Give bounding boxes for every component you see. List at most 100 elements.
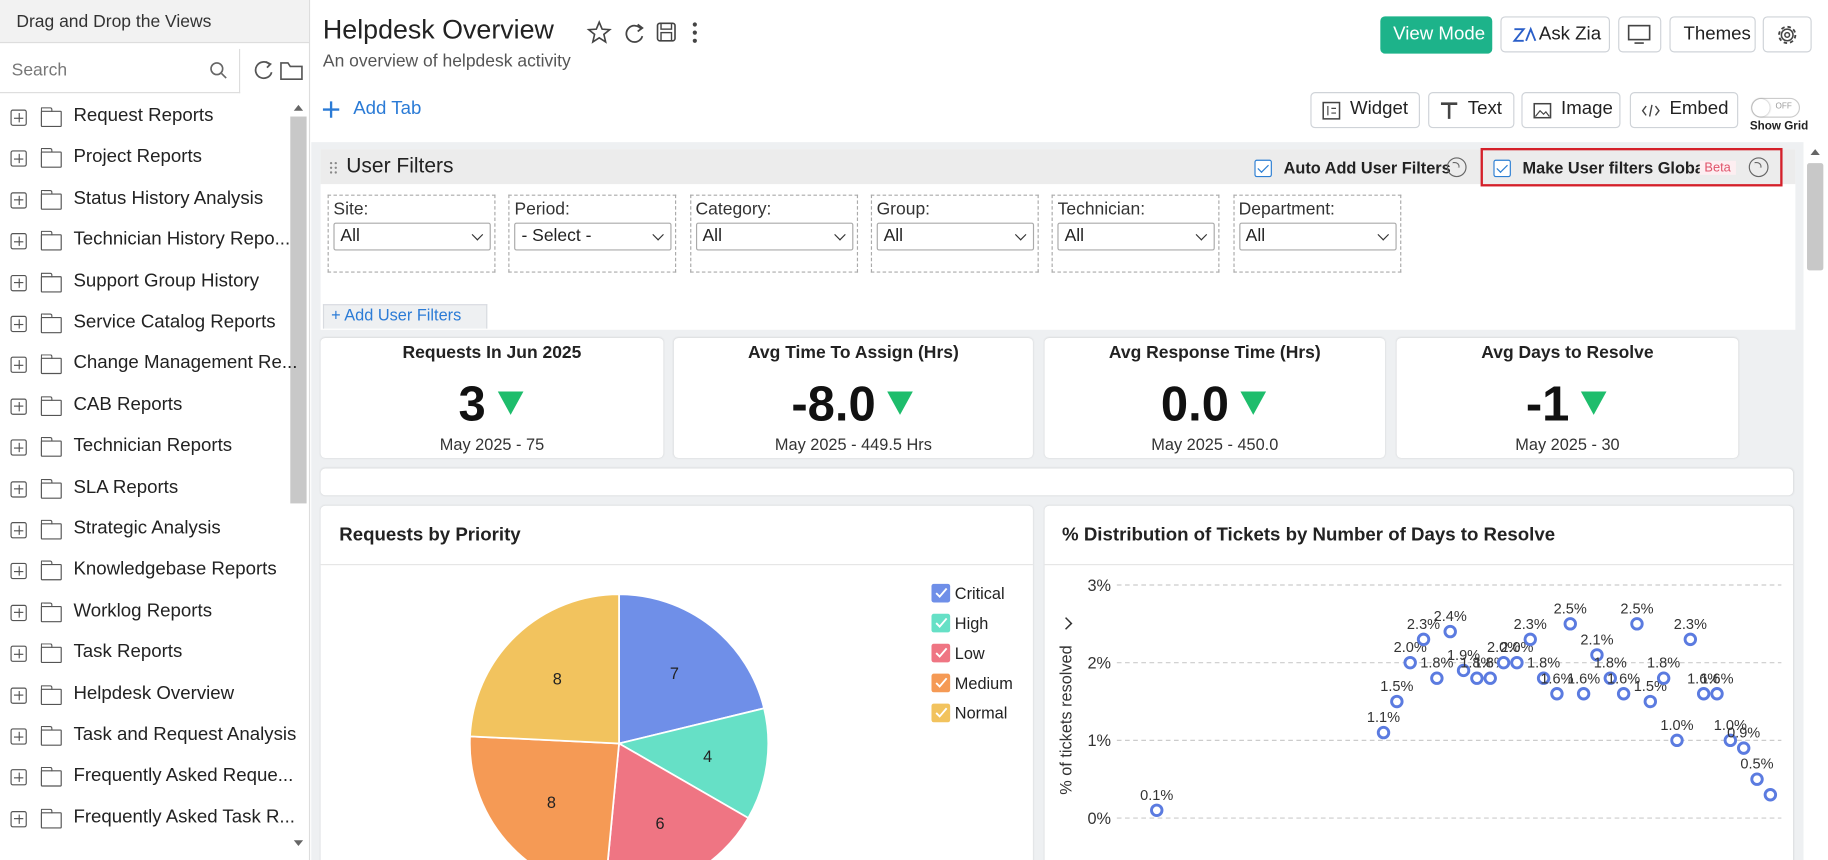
- expand-icon[interactable]: [10, 645, 27, 663]
- folder-icon: [40, 684, 62, 705]
- sidebar-item[interactable]: Service Catalog Reports: [73, 312, 276, 333]
- sidebar-item[interactable]: Task Reports: [73, 642, 183, 663]
- auto-add-checkbox[interactable]: [1254, 159, 1272, 178]
- expand-icon[interactable]: [10, 109, 27, 126]
- filter-select[interactable]: [695, 222, 853, 251]
- filter-box: [870, 194, 1039, 273]
- filter-header: [320, 149, 1796, 185]
- filter-select[interactable]: [1057, 222, 1216, 251]
- kpi-value: -8.0: [791, 376, 876, 432]
- add-tab-icon[interactable]: [322, 100, 341, 119]
- legend-check: [935, 677, 948, 688]
- scatter-point: [1390, 694, 1404, 709]
- ask-zia-button[interactable]: [1500, 16, 1610, 53]
- toolbar-label[interactable]: Text: [1467, 99, 1502, 119]
- expand-icon[interactable]: [10, 728, 27, 745]
- expand-icon[interactable]: [10, 357, 27, 374]
- sidebar-item[interactable]: Strategic Analysis: [73, 518, 221, 539]
- toolbar-button[interactable]: [1629, 92, 1739, 129]
- show-grid-label: Show Grid: [1749, 120, 1809, 133]
- toolbar-button[interactable]: [1310, 92, 1420, 129]
- expand-icon[interactable]: [10, 522, 27, 539]
- filter-value: All: [1245, 226, 1266, 246]
- add-filter-label[interactable]: + Add User Filters: [331, 305, 462, 324]
- help-icon[interactable]: [1446, 157, 1467, 178]
- view-mode-button[interactable]: [1380, 16, 1493, 54]
- toolbar-label[interactable]: Widget: [1350, 99, 1409, 119]
- sidebar: [0, 0, 311, 860]
- sidebar-item[interactable]: Technician History Repo...: [73, 229, 291, 250]
- sidebar-item[interactable]: Worklog Reports: [73, 601, 213, 621]
- expand-icon[interactable]: [10, 398, 27, 415]
- sidebar-item[interactable]: Technician Reports: [73, 436, 233, 456]
- data-label: 1.0%: [1714, 718, 1747, 734]
- help-icon[interactable]: [1748, 157, 1769, 178]
- pie-slice: [468, 735, 621, 860]
- toolbar-button[interactable]: [1428, 92, 1515, 129]
- filter-label: Period:: [514, 199, 570, 220]
- filter-select[interactable]: [333, 222, 491, 251]
- toolbar-button[interactable]: [1521, 92, 1621, 129]
- expand-icon[interactable]: [10, 439, 27, 456]
- sidebar-item[interactable]: Knowledgebase Reports: [73, 559, 277, 580]
- data-label: 2.3%: [1514, 617, 1547, 633]
- make-global-checkbox[interactable]: [1493, 159, 1511, 178]
- sidebar-item[interactable]: SLA Reports: [73, 477, 179, 498]
- folder-icon: [40, 230, 62, 251]
- sidebar-item[interactable]: Frequently Asked Reque...: [73, 766, 294, 786]
- search-box[interactable]: [0, 48, 241, 94]
- expand-icon[interactable]: [10, 769, 27, 786]
- toggle-knob: [1752, 99, 1770, 117]
- sidebar-item[interactable]: Support Group History: [73, 271, 260, 291]
- expand-icon[interactable]: [10, 563, 27, 580]
- drag-handle[interactable]: [329, 161, 341, 175]
- add-tab[interactable]: Add Tab: [353, 99, 422, 119]
- data-label: 1.6%: [1700, 671, 1733, 687]
- pie-slice: [616, 707, 770, 820]
- sidebar-item[interactable]: Frequently Asked Task R...: [73, 807, 295, 828]
- expand-icon[interactable]: [10, 274, 27, 291]
- data-label: 0.9%: [1727, 726, 1760, 742]
- data-label: 2.0%: [1394, 640, 1427, 656]
- expand-icon[interactable]: [10, 604, 27, 621]
- expand-icon[interactable]: [10, 233, 27, 250]
- sidebar-item[interactable]: Task and Request Analysis: [73, 724, 297, 745]
- presentation-button[interactable]: [1618, 16, 1662, 53]
- scatter-point: [1736, 741, 1751, 755]
- sidebar-item[interactable]: Project Reports: [73, 147, 202, 168]
- legend-swatch: [931, 613, 951, 633]
- sidebar-item[interactable]: Change Management Re...: [73, 353, 298, 374]
- sidebar-scrollbar[interactable]: [290, 116, 307, 504]
- toolbar-label[interactable]: Embed: [1669, 99, 1729, 119]
- themes-button[interactable]: [1669, 16, 1756, 53]
- dashboard-subtitle: An overview of helpdesk activity: [322, 51, 571, 72]
- filter-box: [508, 194, 677, 273]
- expand-icon[interactable]: [10, 192, 27, 209]
- settings-button[interactable]: [1762, 16, 1812, 53]
- expand-icon[interactable]: [10, 810, 27, 828]
- filter-select[interactable]: [1238, 222, 1397, 251]
- folder-icon: [40, 313, 62, 334]
- scatter-point: [1416, 632, 1431, 647]
- filter-select[interactable]: [876, 222, 1034, 251]
- chart-title: % Distribution of Tickets by Number of D…: [1062, 525, 1556, 546]
- title-icons[interactable]: [586, 19, 703, 49]
- sidebar-item[interactable]: Request Reports: [73, 106, 214, 126]
- scatter-point: [1456, 663, 1471, 678]
- expand-icon[interactable]: [10, 687, 27, 704]
- expand-icon[interactable]: [10, 480, 27, 498]
- sidebar-item[interactable]: CAB Reports: [73, 394, 183, 415]
- main-scrollbar[interactable]: [1807, 163, 1824, 271]
- kpi-title: Avg Days to Resolve: [1481, 342, 1654, 363]
- add-filter-tab[interactable]: [322, 304, 488, 329]
- y-tick-label: 0%: [1087, 810, 1111, 828]
- expand-icon[interactable]: [10, 315, 27, 333]
- filter-select[interactable]: [514, 222, 672, 251]
- toolbar-label[interactable]: Image: [1561, 99, 1613, 119]
- sidebar-item[interactable]: Status History Analysis: [73, 188, 264, 209]
- sidebar-item[interactable]: Helpdesk Overview: [73, 683, 235, 704]
- expand-icon[interactable]: [10, 150, 27, 168]
- scatter-point: [1443, 624, 1457, 639]
- data-label: 1.8%: [1420, 656, 1453, 672]
